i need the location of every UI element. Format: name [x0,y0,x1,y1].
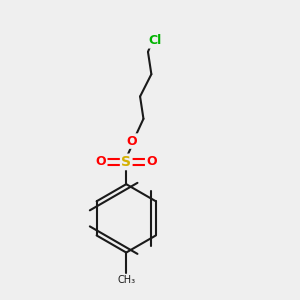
Text: CH₃: CH₃ [117,275,135,285]
Text: O: O [146,155,157,168]
Text: O: O [127,135,137,148]
Text: O: O [96,155,106,168]
Text: Cl: Cl [148,34,161,47]
Text: S: S [121,155,131,169]
